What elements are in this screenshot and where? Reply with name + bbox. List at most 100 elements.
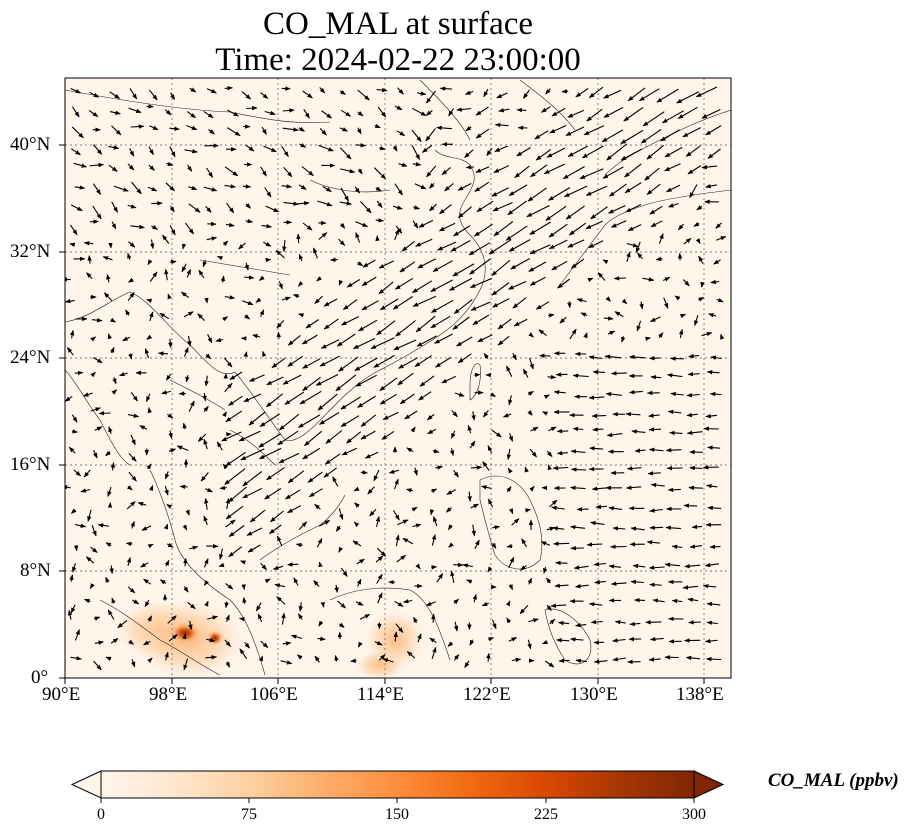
wind-arrow bbox=[359, 201, 372, 214]
wind-arrow bbox=[353, 338, 376, 350]
wind-arrow bbox=[298, 313, 304, 318]
wind-arrow bbox=[281, 296, 291, 301]
wind-arrow bbox=[357, 111, 364, 117]
wind-arrow bbox=[224, 639, 231, 647]
wind-arrow bbox=[686, 412, 698, 418]
wind-arrow bbox=[108, 164, 118, 172]
wind-arrow bbox=[222, 463, 228, 470]
wind-arrow bbox=[93, 660, 102, 671]
wind-arrow bbox=[316, 276, 322, 282]
wind-arrow bbox=[151, 225, 158, 230]
wind-arrow bbox=[508, 584, 514, 591]
wind-arrow bbox=[521, 538, 527, 548]
wind-arrow bbox=[612, 526, 626, 531]
wind-arrow bbox=[528, 261, 547, 272]
wind-arrow bbox=[555, 560, 568, 566]
wind-arrow bbox=[221, 431, 242, 442]
wind-arrow bbox=[110, 638, 119, 644]
wind-arrow bbox=[68, 446, 76, 454]
wind-arrow bbox=[296, 233, 301, 244]
wind-arrow bbox=[705, 413, 718, 419]
wind-arrow bbox=[457, 183, 472, 191]
wind-arrow bbox=[612, 638, 626, 643]
wind-arrow bbox=[483, 352, 489, 360]
lon-tick-label: 98°E bbox=[149, 684, 188, 705]
wind-arrow bbox=[225, 410, 243, 423]
wind-arrow bbox=[491, 542, 497, 549]
wind-arrow bbox=[225, 451, 246, 467]
wind-arrow bbox=[534, 130, 549, 140]
wind-arrow bbox=[164, 471, 170, 480]
wind-arrow bbox=[355, 232, 361, 243]
wind-arrow bbox=[264, 187, 272, 198]
wind-arrow bbox=[529, 221, 551, 235]
wind-arrow bbox=[556, 638, 570, 643]
wind-arrow bbox=[258, 433, 281, 448]
wind-arrow bbox=[475, 106, 489, 116]
wind-arrow bbox=[530, 426, 539, 432]
wind-arrow bbox=[610, 220, 627, 228]
wind-arrow bbox=[335, 374, 357, 392]
wind-arrow bbox=[86, 272, 93, 279]
wind-arrow bbox=[713, 259, 721, 265]
wind-arrow bbox=[359, 613, 371, 620]
wind-arrow bbox=[90, 407, 102, 412]
wind-arrow bbox=[140, 562, 149, 568]
wind-arrow bbox=[301, 166, 314, 177]
wind-arrow bbox=[379, 298, 399, 311]
wind-arrow bbox=[629, 354, 646, 360]
wind-arrow bbox=[90, 336, 96, 342]
wind-arrow bbox=[430, 299, 454, 313]
wind-arrow bbox=[426, 413, 435, 421]
wind-arrow bbox=[67, 609, 73, 620]
wind-arrow bbox=[148, 484, 154, 491]
wind-arrow bbox=[87, 509, 92, 522]
wind-arrow bbox=[240, 448, 265, 461]
wind-arrow bbox=[382, 411, 399, 420]
wind-arrow bbox=[646, 540, 660, 545]
wind-arrow bbox=[624, 163, 642, 178]
wind-arrow bbox=[354, 186, 361, 194]
wind-arrow bbox=[330, 257, 338, 262]
wind-arrow bbox=[431, 646, 437, 659]
wind-arrow bbox=[462, 563, 473, 568]
wind-arrow bbox=[318, 232, 328, 240]
wind-arrow bbox=[682, 585, 699, 590]
wind-arrow bbox=[276, 596, 286, 605]
wind-arrow bbox=[570, 467, 587, 472]
wind-arrow bbox=[338, 508, 344, 521]
wind-arrow bbox=[93, 616, 101, 621]
wind-arrow bbox=[125, 309, 131, 316]
wind-arrow bbox=[169, 259, 177, 265]
wind-arrow bbox=[487, 498, 494, 508]
wind-arrow bbox=[629, 389, 643, 395]
wind-arrow bbox=[511, 657, 522, 663]
wind-arrow bbox=[157, 351, 169, 356]
wind-arrow bbox=[226, 127, 241, 137]
wind-arrow bbox=[397, 372, 414, 386]
wind-arrow bbox=[107, 486, 112, 497]
wind-arrow bbox=[302, 222, 313, 231]
wind-arrow bbox=[276, 535, 283, 547]
wind-arrow bbox=[525, 508, 531, 513]
wind-arrow bbox=[453, 225, 471, 237]
wind-arrow bbox=[430, 279, 453, 292]
wind-arrow bbox=[396, 130, 406, 137]
wind-arrow bbox=[411, 145, 421, 160]
wind-arrow bbox=[244, 641, 250, 649]
wind-arrow bbox=[255, 297, 262, 303]
wind-arrow bbox=[490, 392, 496, 397]
wind-arrow bbox=[703, 426, 719, 431]
wind-arrow bbox=[648, 413, 660, 418]
wind-arrow bbox=[225, 505, 244, 520]
wind-arrow bbox=[71, 106, 80, 118]
wind-arrow bbox=[541, 106, 551, 113]
wind-arrow bbox=[266, 376, 284, 386]
wind-arrow bbox=[94, 426, 103, 431]
wind-arrow bbox=[606, 432, 623, 438]
wind-arrow bbox=[71, 126, 84, 139]
wind-arrow bbox=[265, 205, 280, 213]
wind-arrow bbox=[585, 185, 608, 196]
wind-arrow bbox=[265, 257, 272, 263]
wind-arrow bbox=[70, 656, 82, 661]
